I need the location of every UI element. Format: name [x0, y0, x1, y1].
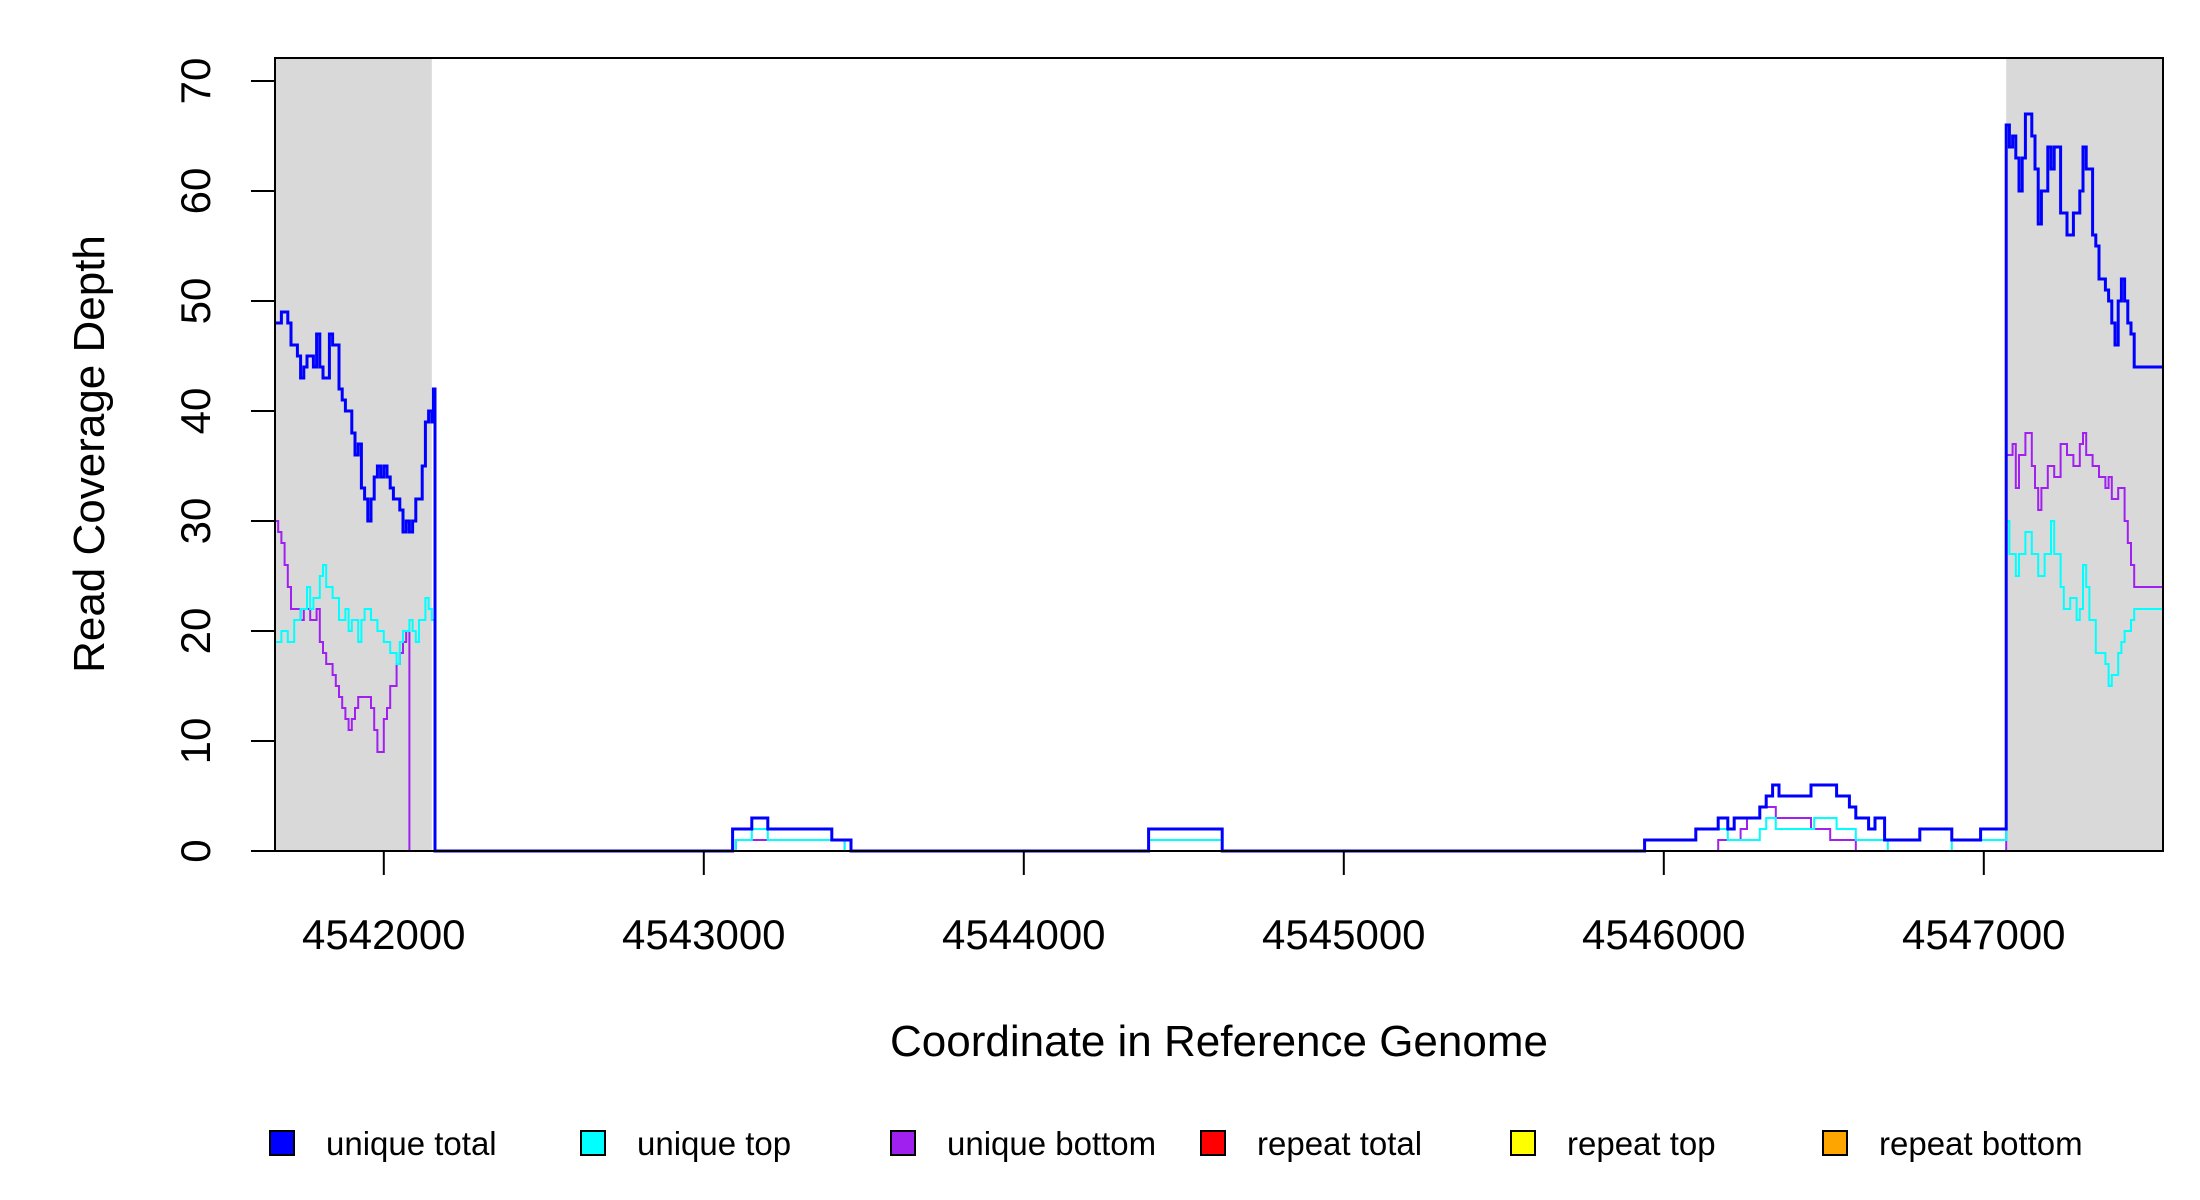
series-lines: [275, 112, 2163, 853]
legend-item-repeat-total: repeat total: [1200, 1125, 1422, 1162]
legend-swatch: [580, 1130, 606, 1156]
legend-item-unique-bottom: unique bottom: [890, 1125, 1156, 1162]
y-tick-label: 40: [172, 388, 219, 435]
legend-label: repeat bottom: [1879, 1125, 2083, 1162]
shaded-regions: [275, 58, 2163, 851]
legend-item-unique-total: unique total: [269, 1125, 497, 1162]
x-axis: 4542000 4543000 4544000 4545000 4546000 45470…: [302, 850, 2066, 958]
x-tick-label: 4547000: [1902, 911, 2066, 958]
legend-item-unique-top: unique top: [580, 1125, 791, 1162]
legend-label: repeat total: [1257, 1125, 1422, 1162]
legend-label: unique total: [326, 1125, 497, 1162]
y-axis: 0 10 20 30 40 50 60 70: [172, 58, 276, 863]
legend-swatch: [1510, 1130, 1536, 1156]
x-tick-label: 4544000: [942, 911, 1106, 958]
y-tick-label: 50: [172, 278, 219, 325]
legend-swatch: [1822, 1130, 1848, 1156]
shaded-region-1: [275, 58, 432, 851]
y-axis-title: Read Coverage Depth: [65, 235, 114, 673]
x-tick-label: 4545000: [1262, 911, 1426, 958]
y-tick-label: 0: [172, 839, 219, 862]
series-line-unique-bottom: [275, 432, 2163, 852]
y-tick-label: 10: [172, 718, 219, 765]
y-tick-label: 70: [172, 58, 219, 105]
series-line-unique-top: [275, 520, 2163, 852]
y-tick-label: 20: [172, 608, 219, 655]
y-tick-label: 30: [172, 498, 219, 545]
x-tick-label: 4543000: [622, 911, 786, 958]
x-tick-label: 4542000: [302, 911, 466, 958]
legend-label: unique top: [637, 1125, 791, 1162]
legend-item-repeat-top: repeat top: [1510, 1125, 1716, 1162]
shaded-region-2: [2006, 58, 2163, 851]
legend-swatch: [890, 1130, 916, 1156]
x-axis-title: Coordinate in Reference Genome: [890, 1017, 1548, 1066]
x-tick-label: 4546000: [1582, 911, 1746, 958]
legend: unique total unique top unique bottom repea…: [269, 1125, 2083, 1162]
legend-swatch: [269, 1130, 295, 1156]
series-line-unique-total: [275, 112, 2163, 853]
legend-label: unique bottom: [947, 1125, 1156, 1162]
legend-label: repeat top: [1567, 1125, 1716, 1162]
legend-item-repeat-bottom: repeat bottom: [1822, 1125, 2083, 1162]
plot-frame: [274, 57, 2164, 852]
legend-swatch: [1200, 1130, 1226, 1156]
y-tick-label: 60: [172, 168, 219, 215]
